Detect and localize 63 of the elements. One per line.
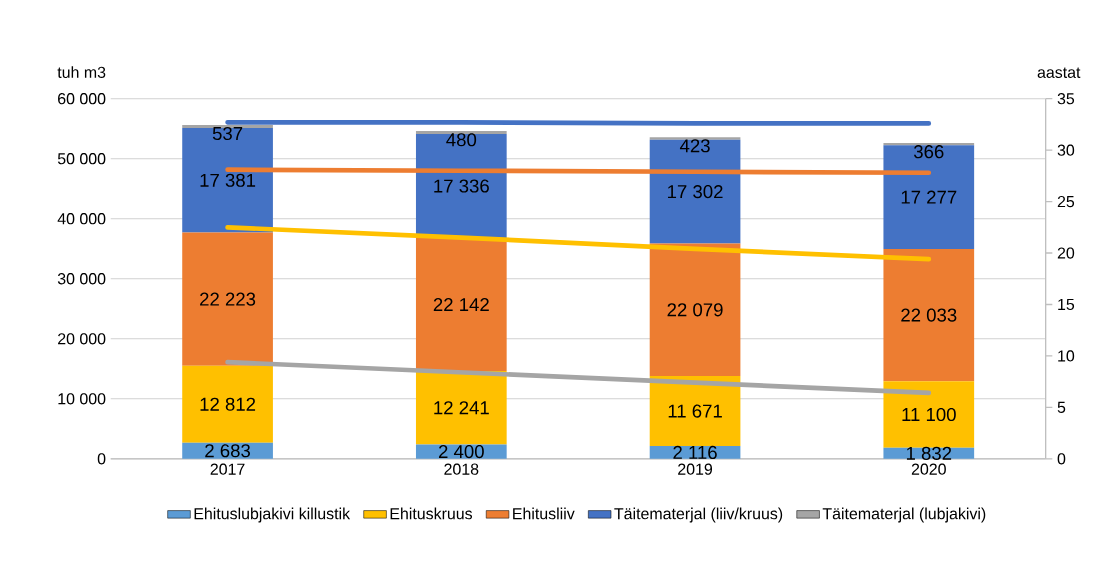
data-label: 1 832	[906, 446, 952, 460]
bar	[649, 139, 741, 244]
bar	[182, 365, 273, 443]
data-label: 22 079	[667, 303, 723, 317]
data-label: 480	[446, 133, 477, 147]
y2-tick-label: 5	[1057, 401, 1066, 413]
line-series	[225, 224, 932, 262]
bar	[649, 137, 741, 140]
y-tick-label: 10 000	[58, 393, 106, 405]
x-tick-label: 2019	[678, 463, 713, 475]
data-label: 17 277	[901, 190, 957, 204]
data-label: 537	[212, 126, 243, 141]
bar	[883, 142, 975, 146]
data-label: 12 241	[434, 401, 489, 415]
legend-label: Ehitusliiv	[513, 507, 575, 520]
data-label: 17 381	[200, 173, 256, 187]
bar	[649, 375, 741, 447]
y2-tick-label: 25	[1057, 195, 1075, 208]
y-axis-title: tuh m3	[57, 66, 106, 78]
data-label: 11 671	[668, 404, 722, 418]
data-label: 11 100	[902, 407, 956, 422]
y2-tick-label: 20	[1057, 247, 1075, 259]
bar	[182, 232, 273, 366]
y2-axis-title: aastat	[1037, 67, 1081, 78]
bar	[415, 237, 507, 371]
y-tick-label: 60 000	[58, 92, 106, 105]
x-tick-label: 2018	[444, 463, 479, 475]
y2-tick-label: 0	[1057, 453, 1066, 465]
data-label: 2 400	[438, 444, 484, 459]
data-label: 22 033	[901, 308, 957, 322]
bar	[883, 248, 975, 382]
data-label: 2 116	[673, 445, 717, 459]
y-tick-label: 30 000	[57, 273, 106, 285]
legend-label: Täitematerjal (lubjakivi)	[822, 507, 986, 523]
bar	[415, 133, 507, 238]
y2-tick-label: 35	[1057, 92, 1075, 105]
data-label: 17 302	[668, 184, 723, 199]
bar	[883, 381, 975, 448]
bar	[415, 444, 507, 459]
bar	[415, 370, 507, 445]
y-tick-label: 0	[97, 453, 106, 465]
data-label: 22 142	[433, 297, 489, 311]
x-tick-label: 2017	[210, 463, 245, 475]
data-label: 366	[913, 145, 944, 159]
bar	[415, 131, 507, 134]
y-tick-label: 50 000	[57, 153, 106, 165]
y2-tick-label: 15	[1058, 298, 1075, 310]
legend-label: Ehituskruus	[390, 507, 473, 520]
legend-label: Ehituslubjakivi killustik	[194, 507, 351, 523]
data-label: 2 683	[205, 444, 251, 458]
data-label: 423	[679, 139, 710, 153]
x-tick-label: 2020	[911, 463, 946, 475]
data-label: 17 336	[434, 179, 489, 193]
legend-label: Täitematerjal (liiv/kruus)	[614, 507, 783, 523]
y2-tick-label: 10	[1058, 350, 1075, 362]
bar	[182, 128, 273, 233]
data-label: 12 812	[200, 397, 256, 411]
y-tick-label: 20 000	[58, 333, 106, 345]
bar	[883, 145, 975, 249]
bar	[649, 243, 741, 376]
data-label: 22 223	[200, 292, 256, 306]
y-tick-label: 40 000	[57, 213, 106, 225]
y2-tick-label: 30	[1057, 144, 1075, 156]
